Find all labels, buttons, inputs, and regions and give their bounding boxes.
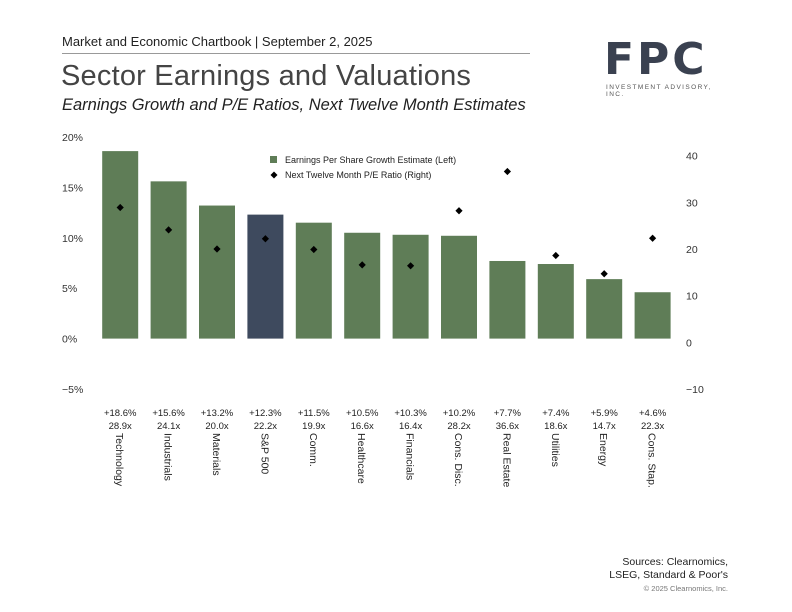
growth-label-11: +4.6%: [639, 408, 667, 419]
category-label-0: Technology: [113, 433, 125, 487]
bar-2: [199, 205, 235, 339]
bar-3: [247, 214, 284, 339]
category-label-9: Utilities: [549, 433, 561, 467]
pe-marker-6: [407, 262, 415, 270]
pe-label-5: 16.6x: [351, 421, 374, 432]
page-title: Sector Earnings and Valuations: [61, 60, 472, 92]
pe-marker-1: [165, 226, 173, 234]
left-axis-tick-label: 0%: [62, 334, 77, 346]
bar-5: [344, 232, 381, 339]
category-label-1: Industrials: [162, 433, 174, 481]
category-label-4: Comm.: [307, 433, 319, 467]
category-label-8: Real Estate: [500, 433, 512, 487]
pe-label-4: 19.9x: [302, 421, 325, 432]
pe-marker-5: [358, 261, 366, 269]
legend-marker-label: Next Twelve Month P/E Ratio (Right): [285, 170, 431, 180]
logo-subtitle: INVESTMENT ADVISORY, INC.: [606, 84, 712, 98]
growth-label-3: +12.3%: [249, 408, 282, 419]
pe-label-10: 14.7x: [593, 421, 616, 432]
bar-8: [489, 260, 526, 339]
category-label-11: Cons. Stap.: [646, 433, 658, 488]
left-axis-tick-label: 15%: [62, 182, 83, 194]
pe-label-1: 24.1x: [157, 421, 180, 432]
pe-label-6: 16.4x: [399, 421, 422, 432]
bar-11: [634, 292, 671, 339]
pe-label-8: 36.6x: [496, 421, 519, 432]
pe-marker-11: [649, 234, 657, 242]
growth-label-8: +7.7%: [494, 408, 522, 419]
pe-marker-7: [455, 207, 463, 215]
category-label-10: Energy: [597, 433, 609, 467]
category-label-7: Cons. Disc.: [452, 433, 464, 487]
pe-marker-2: [213, 245, 221, 253]
copyright-note: © 2025 Clearnomics, Inc.: [643, 584, 728, 593]
growth-label-7: +10.2%: [443, 408, 476, 419]
pe-marker-10: [600, 270, 608, 278]
bar-1: [150, 181, 187, 339]
right-axis-tick-label: 40: [686, 151, 698, 163]
sources-note: Sources: Clearnomics, LSEG, Standard & P…: [609, 556, 728, 582]
pe-label-2: 20.0x: [205, 421, 228, 432]
sources-line-2: LSEG, Standard & Poor's: [609, 569, 728, 581]
growth-label-5: +10.5%: [346, 408, 379, 419]
growth-label-2: +13.2%: [201, 408, 234, 419]
legend-bar-swatch: [270, 156, 277, 163]
right-axis-tick-label: 10: [686, 291, 698, 303]
header-divider: [62, 53, 530, 54]
pe-marker-8: [503, 167, 511, 176]
company-logo: FPC INVESTMENT ADVISORY, INC.: [604, 34, 724, 99]
sources-line-1: Sources: Clearnomics,: [622, 556, 728, 568]
left-axis-tick-label: 20%: [62, 132, 83, 144]
pe-label-3: 22.2x: [254, 421, 277, 432]
bar-4: [295, 222, 332, 339]
category-label-3: S&P 500: [258, 433, 270, 474]
pe-label-9: 18.6x: [544, 421, 567, 432]
pe-label-11: 22.3x: [641, 421, 664, 432]
left-axis-tick-label: 10%: [62, 233, 83, 245]
logo-mark: FPC: [604, 34, 708, 85]
right-axis-tick-label: −10: [686, 384, 704, 396]
category-label-2: Materials: [210, 433, 222, 476]
pe-marker-0: [116, 203, 124, 212]
category-label-6: Financials: [404, 433, 416, 480]
right-axis-tick-label: 30: [686, 197, 698, 209]
pe-marker-3: [261, 235, 269, 243]
pe-label-7: 28.2x: [447, 421, 470, 432]
left-axis-tick-label: −5%: [62, 384, 83, 396]
pe-marker-9: [552, 251, 560, 260]
page-subtitle: Earnings Growth and P/E Ratios, Next Twe…: [62, 96, 526, 114]
chartbook-header: Market and Economic Chartbook | Septembe…: [62, 34, 373, 49]
growth-label-4: +11.5%: [298, 408, 330, 419]
growth-label-9: +7.4%: [542, 408, 570, 419]
bar-10: [586, 279, 623, 339]
pe-label-0: 28.9x: [109, 421, 132, 432]
right-axis-tick-label: 0: [686, 337, 692, 349]
left-axis-tick-label: 5%: [62, 283, 77, 295]
bar-9: [537, 264, 574, 339]
category-label-5: Healthcare: [355, 433, 367, 484]
bar-6: [392, 234, 429, 339]
right-axis-tick-label: 20: [686, 244, 698, 256]
legend-marker-swatch: [270, 171, 278, 179]
legend-bar-label: Earnings Per Share Growth Estimate (Left…: [285, 155, 456, 165]
growth-label-10: +5.9%: [591, 408, 619, 419]
bar-0: [102, 151, 139, 339]
bar-7: [441, 235, 477, 339]
growth-label-0: +18.6%: [104, 408, 137, 419]
pe-marker-4: [310, 245, 318, 254]
growth-label-6: +10.3%: [394, 408, 427, 419]
growth-label-1: +15.6%: [152, 408, 185, 419]
